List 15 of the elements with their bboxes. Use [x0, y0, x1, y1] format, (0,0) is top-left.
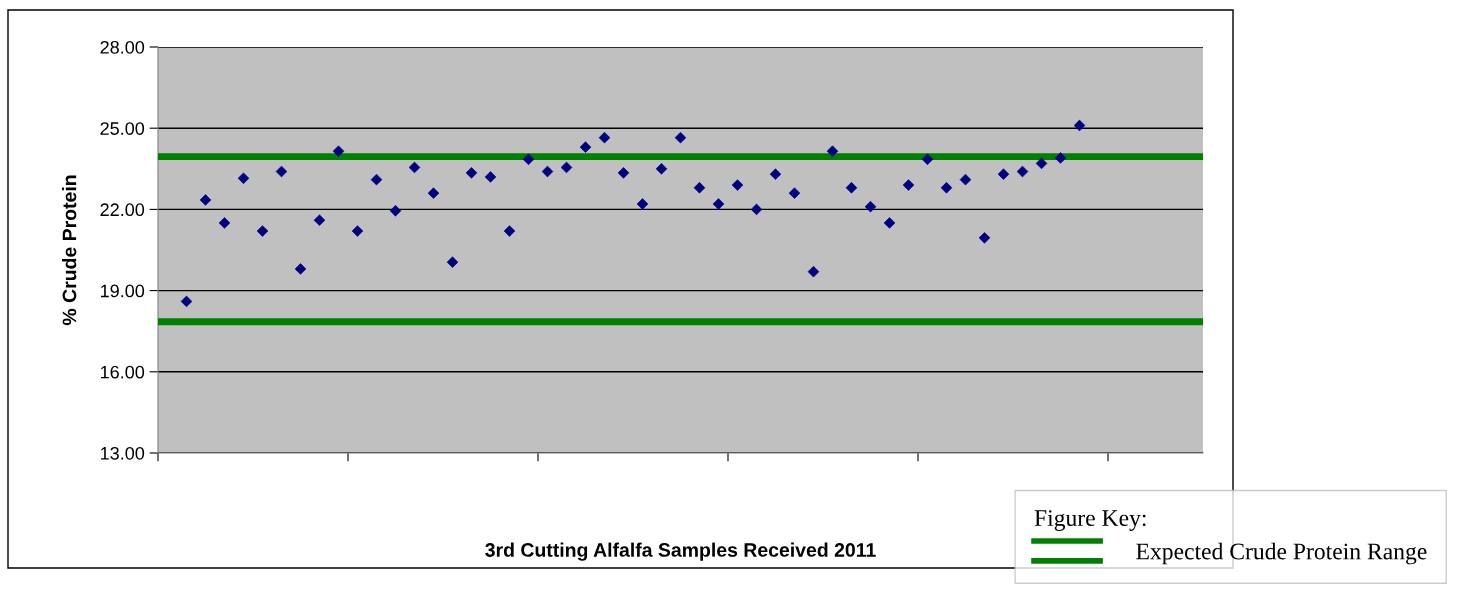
y-tick-label: 13.00	[101, 446, 145, 460]
y-tick-label: 28.00	[100, 40, 145, 54]
point	[674, 131, 687, 144]
point	[560, 161, 573, 174]
legend-label: Expected Crude Protein Range	[1136, 542, 1427, 565]
x-axis-title: 3rd Cutting Alfalfa Samples Received 2011	[485, 542, 876, 561]
point	[541, 165, 554, 178]
y-tick-label: 16.00	[101, 365, 145, 379]
legend-title: Figure Key:	[1034, 510, 1146, 531]
y-tick-label: 25.00	[100, 122, 145, 135]
point	[864, 200, 877, 213]
y-tick-label: 19.00	[101, 284, 145, 298]
y-axis-title: % Crude Protein	[62, 175, 77, 326]
point	[978, 232, 991, 244]
y-tick-label: 22.00	[100, 203, 145, 217]
